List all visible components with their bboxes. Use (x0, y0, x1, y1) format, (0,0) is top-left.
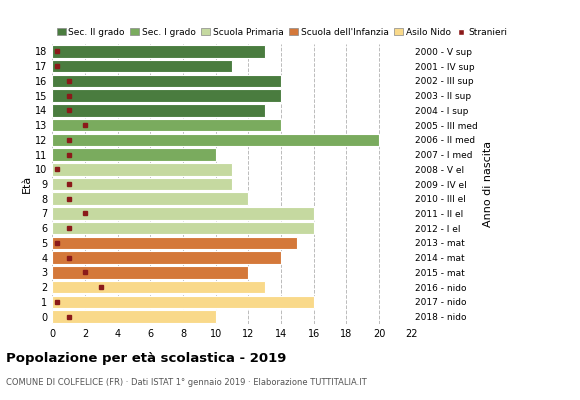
Bar (52, 163, 232, 176)
Y-axis label: Età: Età (22, 175, 32, 193)
Bar (52, 45, 264, 58)
Bar (52, 178, 232, 190)
Bar (52, 119, 281, 131)
Bar (52, 266, 248, 279)
Bar (52, 74, 281, 87)
Bar (52, 310, 216, 323)
Bar (52, 60, 232, 72)
Bar (52, 148, 216, 161)
Bar (52, 222, 314, 234)
Bar (52, 89, 281, 102)
Bar (52, 252, 281, 264)
Bar (52, 237, 298, 249)
Bar (52, 192, 248, 205)
Bar (52, 281, 264, 294)
Bar (52, 207, 314, 220)
Y-axis label: Anno di nascita: Anno di nascita (483, 141, 493, 227)
Text: COMUNE DI COLFELICE (FR) · Dati ISTAT 1° gennaio 2019 · Elaborazione TUTTITALIA.: COMUNE DI COLFELICE (FR) · Dati ISTAT 1°… (6, 378, 367, 387)
Legend: Sec. II grado, Sec. I grado, Scuola Primaria, Scuola dell'Infanzia, Asilo Nido, : Sec. II grado, Sec. I grado, Scuola Prim… (57, 28, 508, 37)
Bar (52, 134, 379, 146)
Bar (52, 296, 314, 308)
Text: Popolazione per età scolastica - 2019: Popolazione per età scolastica - 2019 (6, 352, 286, 365)
Bar (52, 104, 264, 116)
